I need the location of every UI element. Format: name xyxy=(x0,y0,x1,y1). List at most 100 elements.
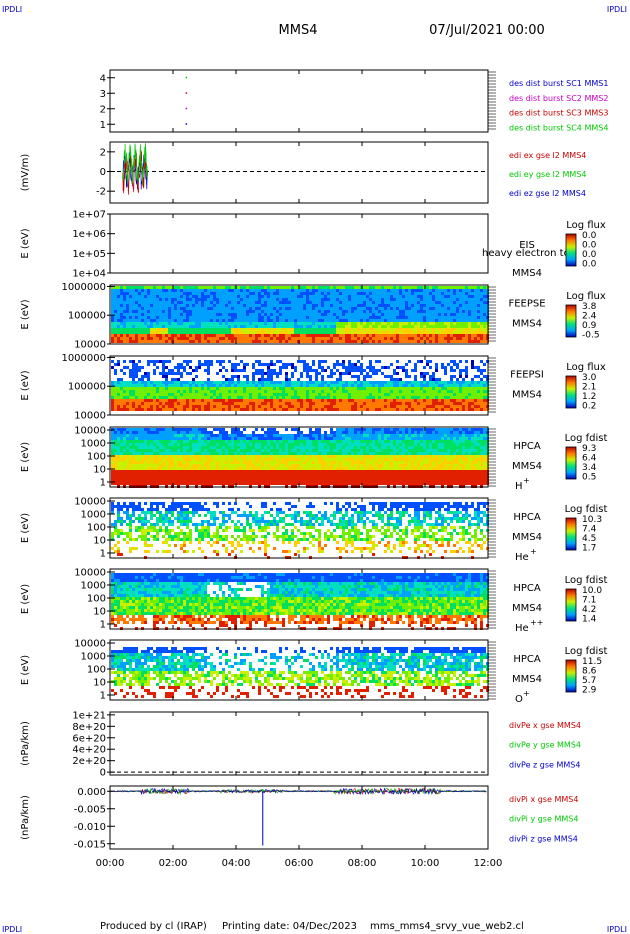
heatmap-cell xyxy=(240,360,243,363)
heatmap-cell xyxy=(210,313,213,316)
heatmap-cell xyxy=(276,334,279,337)
heatmap-cell xyxy=(165,313,168,316)
heatmap-cell xyxy=(225,399,228,402)
heatmap-cell xyxy=(297,408,300,411)
heatmap-cell xyxy=(237,325,240,328)
heatmap-cell xyxy=(117,310,120,313)
heatmap-cell xyxy=(141,455,144,458)
heatmap-cell xyxy=(351,295,354,298)
heatmap-cell xyxy=(330,381,333,384)
heatmap-cell xyxy=(306,295,309,298)
heatmap-cell xyxy=(357,298,360,301)
heatmap-cell xyxy=(381,408,384,411)
heatmap-cell xyxy=(186,322,189,325)
heatmap-cell xyxy=(354,390,357,393)
heatmap-cell xyxy=(417,396,420,399)
heatmap-cell xyxy=(318,289,321,292)
heatmap-cell xyxy=(150,322,153,325)
heatmap-cell xyxy=(207,316,210,319)
heatmap-cell xyxy=(450,310,453,313)
heatmap-cell xyxy=(453,304,456,307)
heatmap-cell xyxy=(438,295,441,298)
heatmap-cell xyxy=(189,310,192,313)
heatmap-cell xyxy=(471,289,474,292)
heatmap-cell xyxy=(237,363,240,366)
heatmap-cell xyxy=(165,434,168,437)
heatmap-cell xyxy=(120,289,123,292)
heatmap-cell xyxy=(138,446,141,449)
heatmap-cell xyxy=(480,298,483,301)
heatmap-cell xyxy=(189,402,192,405)
heatmap-cell xyxy=(477,304,480,307)
heatmap-cell xyxy=(324,337,327,340)
heatmap-cell xyxy=(144,328,147,331)
heatmap-cell xyxy=(318,310,321,313)
heatmap-cell xyxy=(147,440,150,443)
heatmap-cell xyxy=(267,304,270,307)
heatmap-cell xyxy=(321,322,324,325)
heatmap-cell xyxy=(465,396,468,399)
heatmap-cell xyxy=(162,405,165,408)
heatmap-cell xyxy=(216,476,219,479)
heatmap-cell xyxy=(159,461,162,464)
heatmap-cell xyxy=(171,458,174,461)
heatmap-cell xyxy=(471,328,474,331)
heatmap-cell xyxy=(327,310,330,313)
heatmap-cell xyxy=(372,325,375,328)
heatmap-cell xyxy=(201,322,204,325)
heatmap-cell xyxy=(147,387,150,390)
heatmap-cell xyxy=(291,292,294,295)
heatmap-cell xyxy=(111,381,114,384)
heatmap-cell xyxy=(363,390,366,393)
heatmap-cell xyxy=(462,292,465,295)
heatmap-cell xyxy=(276,360,279,363)
heatmap-cell xyxy=(411,405,414,408)
heatmap-cell xyxy=(231,301,234,304)
heatmap-cell xyxy=(186,301,189,304)
heatmap-cell xyxy=(297,399,300,402)
heatmap-cell xyxy=(210,449,213,452)
heatmap-cell xyxy=(189,434,192,437)
heatmap-cell xyxy=(351,375,354,378)
heatmap-cell xyxy=(147,464,150,467)
heatmap-cell xyxy=(231,393,234,396)
heatmap-cell xyxy=(222,387,225,390)
heatmap-cell xyxy=(144,334,147,337)
heatmap-cell xyxy=(144,375,147,378)
heatmap-cell xyxy=(459,369,462,372)
heatmap-cell xyxy=(162,449,165,452)
heatmap-cell xyxy=(345,402,348,405)
heatmap-cell xyxy=(453,402,456,405)
heatmap-cell xyxy=(411,334,414,337)
heatmap-cell xyxy=(162,431,165,434)
heatmap-cell xyxy=(222,340,225,343)
heatmap-cell xyxy=(192,316,195,319)
heatmap-cell xyxy=(336,316,339,319)
heatmap-cell xyxy=(261,331,264,334)
heatmap-cell xyxy=(192,443,195,446)
heatmap-cell xyxy=(177,399,180,402)
heatmap-cell xyxy=(252,295,255,298)
heatmap-cell xyxy=(315,381,318,384)
heatmap-cell xyxy=(144,479,147,482)
heatmap-cell xyxy=(165,387,168,390)
heatmap-cell xyxy=(387,366,390,369)
heatmap-cell xyxy=(453,310,456,313)
heatmap-cell xyxy=(441,393,444,396)
heatmap-cell xyxy=(219,405,222,408)
heatmap-cell xyxy=(204,482,207,485)
heatmap-cell xyxy=(189,316,192,319)
heatmap-cell xyxy=(168,452,171,455)
heatmap-cell xyxy=(483,313,486,316)
heatmap-cell xyxy=(150,473,153,476)
heatmap-cell xyxy=(345,384,348,387)
heatmap-cell xyxy=(315,319,318,322)
heatmap-cell xyxy=(288,310,291,313)
heatmap-cell xyxy=(312,363,315,366)
heatmap-cell xyxy=(366,316,369,319)
heatmap-cell xyxy=(381,328,384,331)
heatmap-cell xyxy=(165,295,168,298)
heatmap-cell xyxy=(129,396,132,399)
heatmap-cell xyxy=(273,322,276,325)
heatmap-cell xyxy=(156,402,159,405)
